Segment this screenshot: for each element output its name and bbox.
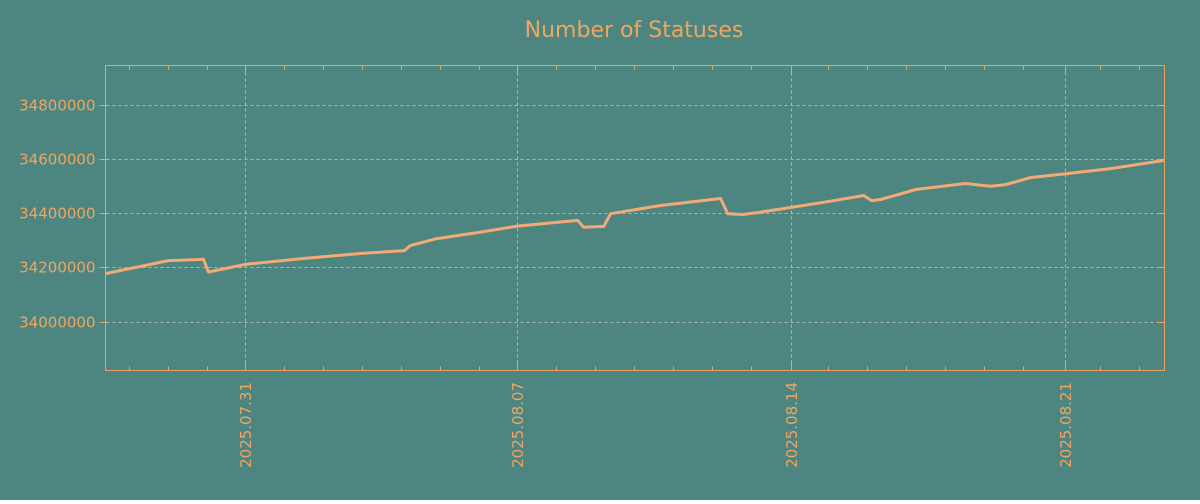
grid-lines [106,66,1164,370]
y-axis-label: 34000000 [19,314,95,332]
x-axis-label: 2025.08.21 [1057,382,1075,468]
chart-title: Number of Statuses [525,18,744,43]
x-axis-label: 2025.07.31 [237,382,255,468]
axis-labels: 34000000 34200000 34400000 34600000 34800000… [19,97,1075,468]
y-axis-label: 34800000 [19,97,95,115]
y-axis-label: 34600000 [19,151,95,169]
axis-ticks [99,65,1165,371]
data-series [105,159,1164,276]
y-axis-label: 34200000 [19,259,95,277]
series-line-statuses [105,159,1164,276]
x-axis-label: 2025.08.14 [783,382,801,468]
x-axis-label: 2025.08.07 [509,382,527,468]
plot-border [105,65,1165,371]
y-axis-label: 34400000 [19,205,95,223]
